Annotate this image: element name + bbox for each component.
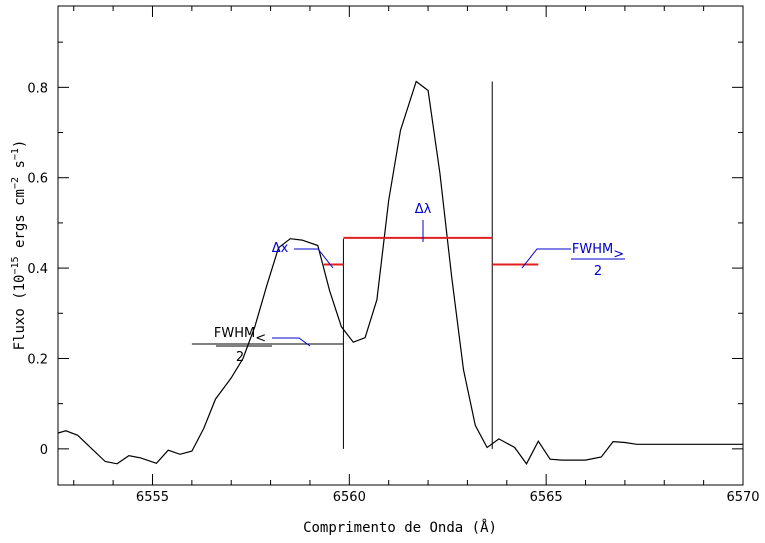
x-tick-label: 6555 — [136, 490, 169, 505]
fwhm-left-leader — [272, 337, 311, 347]
axis-ticks — [58, 6, 744, 485]
delta-x-label: Δx — [272, 241, 289, 256]
y-tick-label: 0.4 — [27, 262, 48, 277]
y-tick-labels: 0 0.2 0.4 0.6 0.8 — [27, 81, 48, 458]
x-tick-labels: 6555 6560 6565 6570 — [136, 490, 760, 505]
y-tick-label: 0.2 — [27, 352, 48, 367]
fwhm-right-leader — [521, 248, 571, 269]
fwhm-right-label: FWHM> — [572, 242, 624, 262]
y-tick-label: 0.6 — [27, 172, 48, 187]
delta-lambda-label: Δλ — [415, 202, 432, 217]
x-axis-label: Comprimento de Onda (Å) — [303, 519, 497, 536]
fwhm-left-label: FWHM< — [214, 326, 266, 346]
delta-x-leader — [294, 248, 334, 269]
x-tick-label: 6565 — [530, 490, 563, 505]
y-axis-label: Fluxo (10−15 ergs cm−2 s−1) — [10, 140, 28, 351]
spectrum-line — [57, 80, 743, 465]
y-tick-label: 0 — [40, 443, 48, 458]
fwhm-right-denominator: 2 — [594, 264, 602, 279]
plot-frame — [57, 5, 744, 486]
y-tick-label: 0.8 — [27, 81, 48, 96]
x-tick-label: 6570 — [726, 490, 759, 505]
plot-marks — [57, 80, 743, 465]
fwhm-left-denominator: 2 — [236, 350, 244, 365]
x-tick-label: 6560 — [333, 490, 366, 505]
annotations — [216, 220, 625, 347]
